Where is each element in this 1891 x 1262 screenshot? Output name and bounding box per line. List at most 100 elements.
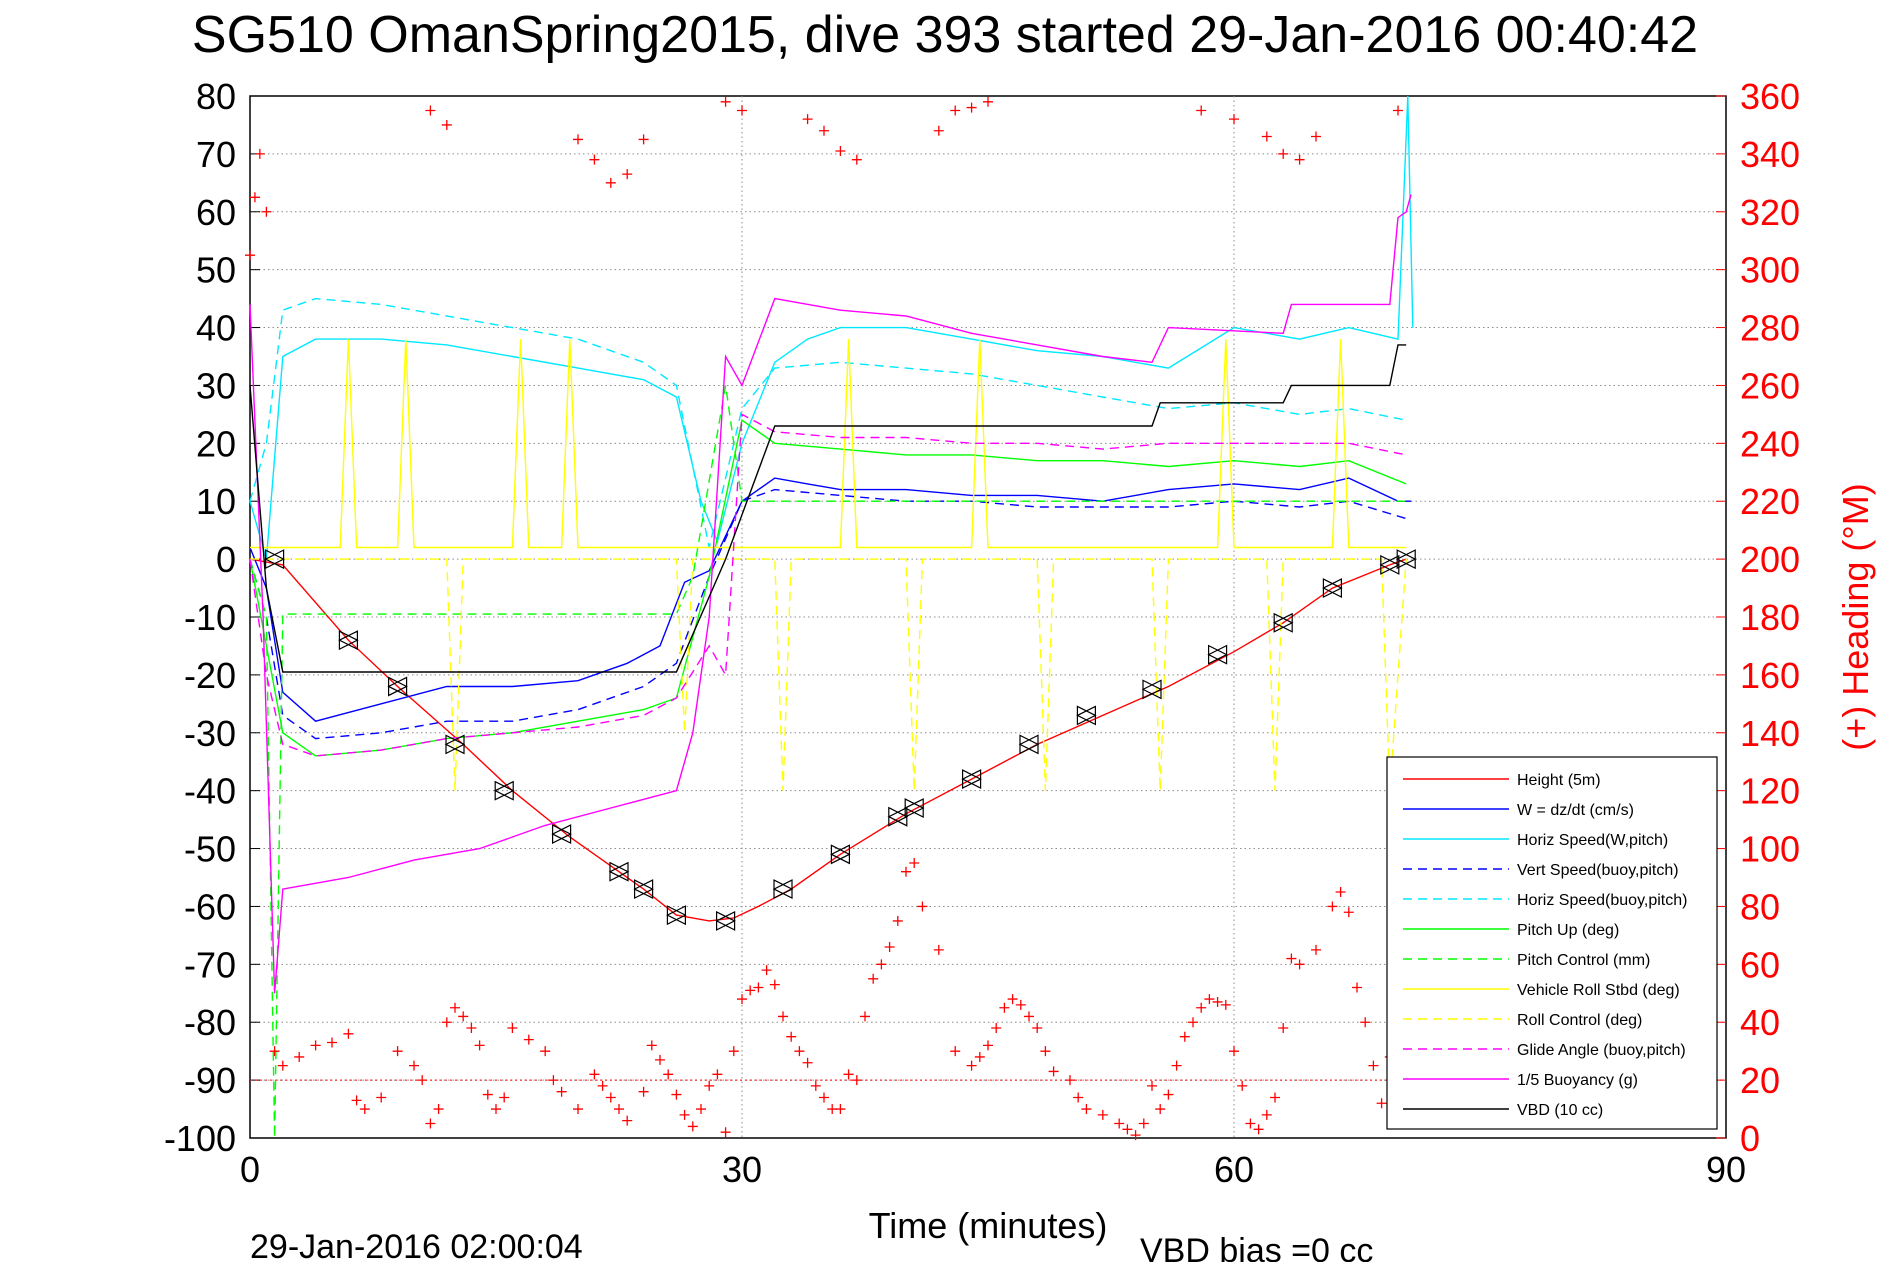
series-line-11 [249,194,1412,994]
heading-point [409,1060,419,1071]
heading-point [523,1034,534,1045]
heading-point [466,1023,477,1034]
heading-point [720,96,731,107]
heading-point [573,134,583,145]
series-line-2 [249,477,1412,722]
chart-title: SG510 OmanSpring2015, dive 393 started 2… [192,6,1698,64]
heading-point [1278,1023,1289,1034]
heading-point [1270,1092,1280,1103]
heading-point [548,1075,559,1086]
heading-point [1311,944,1321,955]
heading-point [720,1127,731,1138]
series-line-1 [249,558,1407,922]
heading-point [868,973,879,984]
heading-point [1147,1080,1157,1091]
heading-point [966,102,977,113]
legend-label: W = dz/dt (cm/s) [1517,802,1634,819]
heading-point [458,1011,469,1022]
heading-point [909,858,920,869]
heading-point [892,915,903,926]
height-marker [666,905,687,926]
heading-point [1073,1092,1084,1103]
heading-point [294,1051,305,1062]
heading-point [1163,1089,1174,1100]
heading-point [1171,1060,1182,1071]
right-tick-label: 320 [1740,192,1800,233]
series-line-4 [249,488,1407,740]
x-tick-label: 0 [240,1149,260,1190]
heading-point [851,1075,862,1086]
heading-point [671,1089,682,1100]
heading-point [1122,1124,1133,1135]
heading-point [540,1046,551,1057]
heading-point [1196,1002,1207,1013]
legend-box [1386,756,1718,1130]
heading-point [392,1046,403,1057]
heading-point [507,1023,518,1034]
height-marker [1322,578,1343,599]
heading-point [638,134,649,145]
heading-point [1081,1104,1092,1115]
x-tick-labels: 0 30 60 90 [240,1149,1746,1190]
heading-point [261,206,272,217]
height-marker [633,879,654,900]
heading-point [589,1069,600,1080]
legend-label: Glide Angle (buoy,pitch) [1517,1042,1686,1059]
heading-point [638,1086,649,1097]
y-tick-label: 0 [216,539,236,580]
heading-point [737,105,747,116]
x-tick-label: 30 [722,1149,762,1190]
series-line-6 [249,419,1407,757]
right-tick-label: 40 [1740,1002,1780,1043]
heading-point [737,994,747,1005]
heading-point [310,1040,321,1051]
series-line-7 [249,385,1407,1139]
heading-point [1294,959,1305,970]
height-marker [1207,644,1228,665]
heading-point [1253,1124,1264,1135]
vbd-bias-label: VBD bias =0 cc [1140,1232,1373,1262]
series-line-9 [250,558,1407,791]
height-markers [264,549,1417,931]
heading-point [728,1046,739,1057]
heading-point [249,192,260,203]
heading-point [950,1046,961,1057]
right-tick-label: 160 [1740,655,1800,696]
height-marker [903,798,925,819]
x-tick-label: 60 [1214,1149,1254,1190]
heading-point [1048,1066,1059,1077]
heading-point [441,1017,452,1028]
heading-point [860,1011,870,1022]
heading-point [786,1031,797,1042]
heading-point [277,1060,288,1071]
y-tick-label: -70 [184,944,236,985]
right-tick-label: 300 [1740,250,1800,291]
heading-point [1204,994,1215,1005]
heading-point [769,979,780,990]
heading-point [901,866,911,877]
y-tick-label: 40 [196,308,236,349]
right-tick-label: 340 [1740,134,1800,175]
heading-point [1261,131,1272,142]
x-axis-label: Time (minutes) [869,1205,1108,1246]
heading-point [614,1104,624,1115]
heading-point [1138,1118,1149,1129]
series-line-10 [249,413,1407,757]
series-line-5 [249,297,1407,548]
series-line-3 [249,95,1414,560]
heading-point [819,1092,829,1103]
heading-point [1015,999,1026,1010]
heading-point [704,1080,715,1091]
heading-point [1065,1075,1075,1086]
legend-label: Height (5m) [1517,772,1601,789]
heading-point [974,1051,985,1062]
heading-point [376,1092,387,1103]
series-layer [249,95,1414,1139]
heading-point [819,125,829,136]
heading-point [482,1089,493,1100]
heading-point [1335,886,1346,897]
height-marker [1076,705,1097,726]
x-tick-label: 90 [1706,1149,1746,1190]
heading-point [1032,1023,1043,1034]
heading-point [1007,994,1018,1005]
